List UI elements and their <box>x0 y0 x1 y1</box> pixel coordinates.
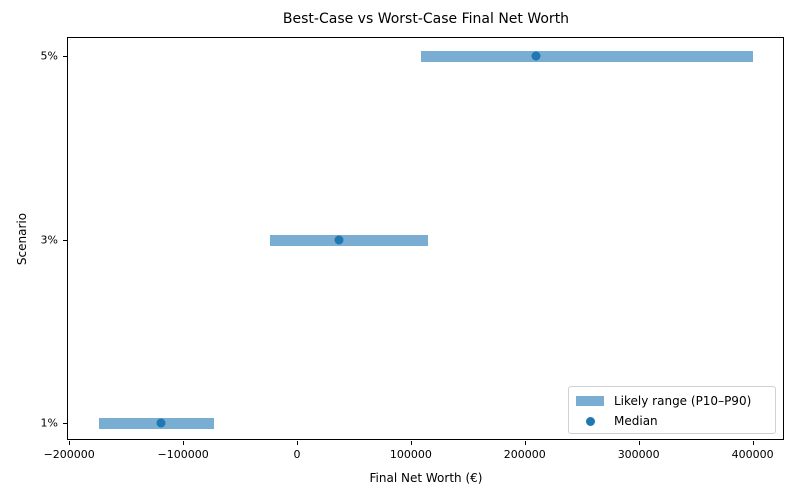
legend: Likely range (P10–P90) Median <box>568 386 776 434</box>
x-tick <box>69 441 71 445</box>
x-tick <box>297 441 298 445</box>
legend-label: Likely range (P10–P90) <box>614 394 752 408</box>
x-tick-label: 100000 <box>389 448 432 461</box>
median-point <box>531 51 541 61</box>
median-point <box>334 235 344 245</box>
x-tick-label: 0 <box>293 448 301 461</box>
x-tick <box>524 441 526 445</box>
y-tick <box>63 56 67 57</box>
plot-area <box>67 37 784 440</box>
x-tick <box>410 441 412 445</box>
range-swatch-icon <box>576 396 604 406</box>
x-tick <box>183 441 185 445</box>
y-tick-label: 3% <box>40 233 58 247</box>
y-tick <box>63 423 67 424</box>
chart-title: Best-Case vs Worst-Case Final Net Worth <box>282 11 570 27</box>
x-tick-label: 200000 <box>503 448 546 461</box>
legend-entry-median: Median <box>576 414 658 428</box>
legend-label: Median <box>614 414 658 428</box>
legend-entry-range: Likely range (P10–P90) <box>576 394 751 408</box>
x-tick-label: −100000 <box>157 448 209 461</box>
y-tick-label: 5% <box>40 49 58 63</box>
median-point <box>156 418 166 428</box>
range-bar <box>421 50 753 62</box>
x-tick-label: −200000 <box>43 448 95 461</box>
y-tick <box>63 240 67 241</box>
x-axis-label: Final Net Worth (€) <box>369 471 483 485</box>
y-tick-label: 1% <box>40 416 58 430</box>
x-tick <box>638 441 640 445</box>
range-bar <box>269 234 428 246</box>
x-tick-label: 400000 <box>731 448 774 461</box>
x-tick <box>752 441 754 445</box>
y-axis-label: Scenario <box>15 212 29 266</box>
x-tick-label: 300000 <box>617 448 660 461</box>
median-marker-icon <box>585 416 595 426</box>
range-bar <box>98 417 214 429</box>
